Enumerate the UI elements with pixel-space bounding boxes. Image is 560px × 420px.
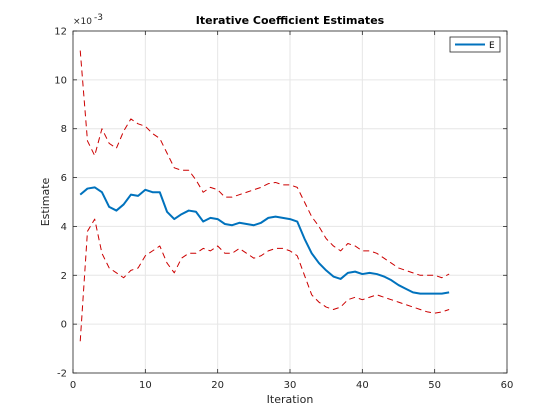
lower-bound-series-line [79, 218, 450, 342]
x-tick-label: 40 [356, 380, 369, 391]
y-axis-label: Estimate [39, 177, 52, 226]
legend: E [449, 36, 501, 53]
x-axis-label: Iteration [267, 393, 314, 406]
y-multiplier-base: ×10 [73, 17, 92, 27]
x-tick-label: 60 [501, 380, 514, 391]
y-multiplier-exponent: -3 [94, 13, 103, 23]
x-tick-label: 30 [284, 380, 297, 391]
y-tick-label: 6 [61, 173, 67, 184]
y-tick-label: -2 [57, 369, 67, 380]
y-tick-label: 10 [54, 75, 67, 86]
x-tick-label: 20 [211, 380, 224, 391]
y-tick-label: 2 [61, 271, 67, 282]
x-tick-label: 50 [428, 380, 441, 391]
y-tick-label: 8 [61, 124, 67, 135]
ticks [72, 30, 508, 374]
upper-bound-series-line [79, 50, 450, 279]
y-tick-label: 0 [61, 320, 67, 331]
chart-title: Iterative Coefficient Estimates [196, 14, 385, 27]
x-tick-label: 10 [139, 380, 152, 391]
y-tick-label: 12 [54, 27, 67, 38]
y-tick-label: 4 [61, 222, 67, 233]
series-layer [79, 50, 450, 342]
legend-entry-label: E [489, 41, 495, 51]
x-tick-label: 0 [70, 380, 76, 391]
estimate-series-line [79, 186, 450, 295]
